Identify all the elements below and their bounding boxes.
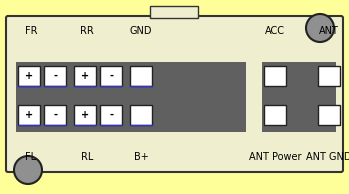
Text: RL: RL	[81, 152, 93, 162]
Bar	[44, 66, 66, 86]
Text: RR: RR	[80, 26, 94, 36]
Text: -: -	[109, 71, 113, 81]
Bar	[264, 105, 286, 125]
Text: ACC: ACC	[265, 26, 285, 36]
Text: ANT Power: ANT Power	[249, 152, 301, 162]
Bar	[18, 105, 40, 125]
Text: FR: FR	[25, 26, 37, 36]
Bar	[150, 6, 198, 18]
Bar	[100, 105, 122, 125]
Bar	[74, 105, 96, 125]
Text: FL: FL	[25, 152, 37, 162]
Text: ANT GND: ANT GND	[306, 152, 349, 162]
Text: +: +	[25, 71, 33, 81]
Text: +: +	[81, 110, 89, 120]
Bar	[44, 105, 66, 125]
Bar	[264, 66, 286, 86]
Text: B+: B+	[134, 152, 148, 162]
Text: -: -	[109, 110, 113, 120]
Bar	[16, 62, 246, 132]
FancyBboxPatch shape	[6, 16, 343, 172]
Text: +: +	[25, 110, 33, 120]
Bar	[130, 105, 152, 125]
Bar	[318, 66, 340, 86]
Circle shape	[306, 14, 334, 42]
Circle shape	[14, 156, 42, 184]
Bar	[74, 66, 96, 86]
Bar	[130, 66, 152, 86]
Text: +: +	[81, 71, 89, 81]
Bar	[262, 62, 336, 132]
Bar	[318, 105, 340, 125]
Bar	[100, 66, 122, 86]
Text: GND: GND	[130, 26, 152, 36]
Bar	[18, 66, 40, 86]
Text: -: -	[53, 71, 57, 81]
Text: ANT: ANT	[319, 26, 339, 36]
Text: -: -	[53, 110, 57, 120]
